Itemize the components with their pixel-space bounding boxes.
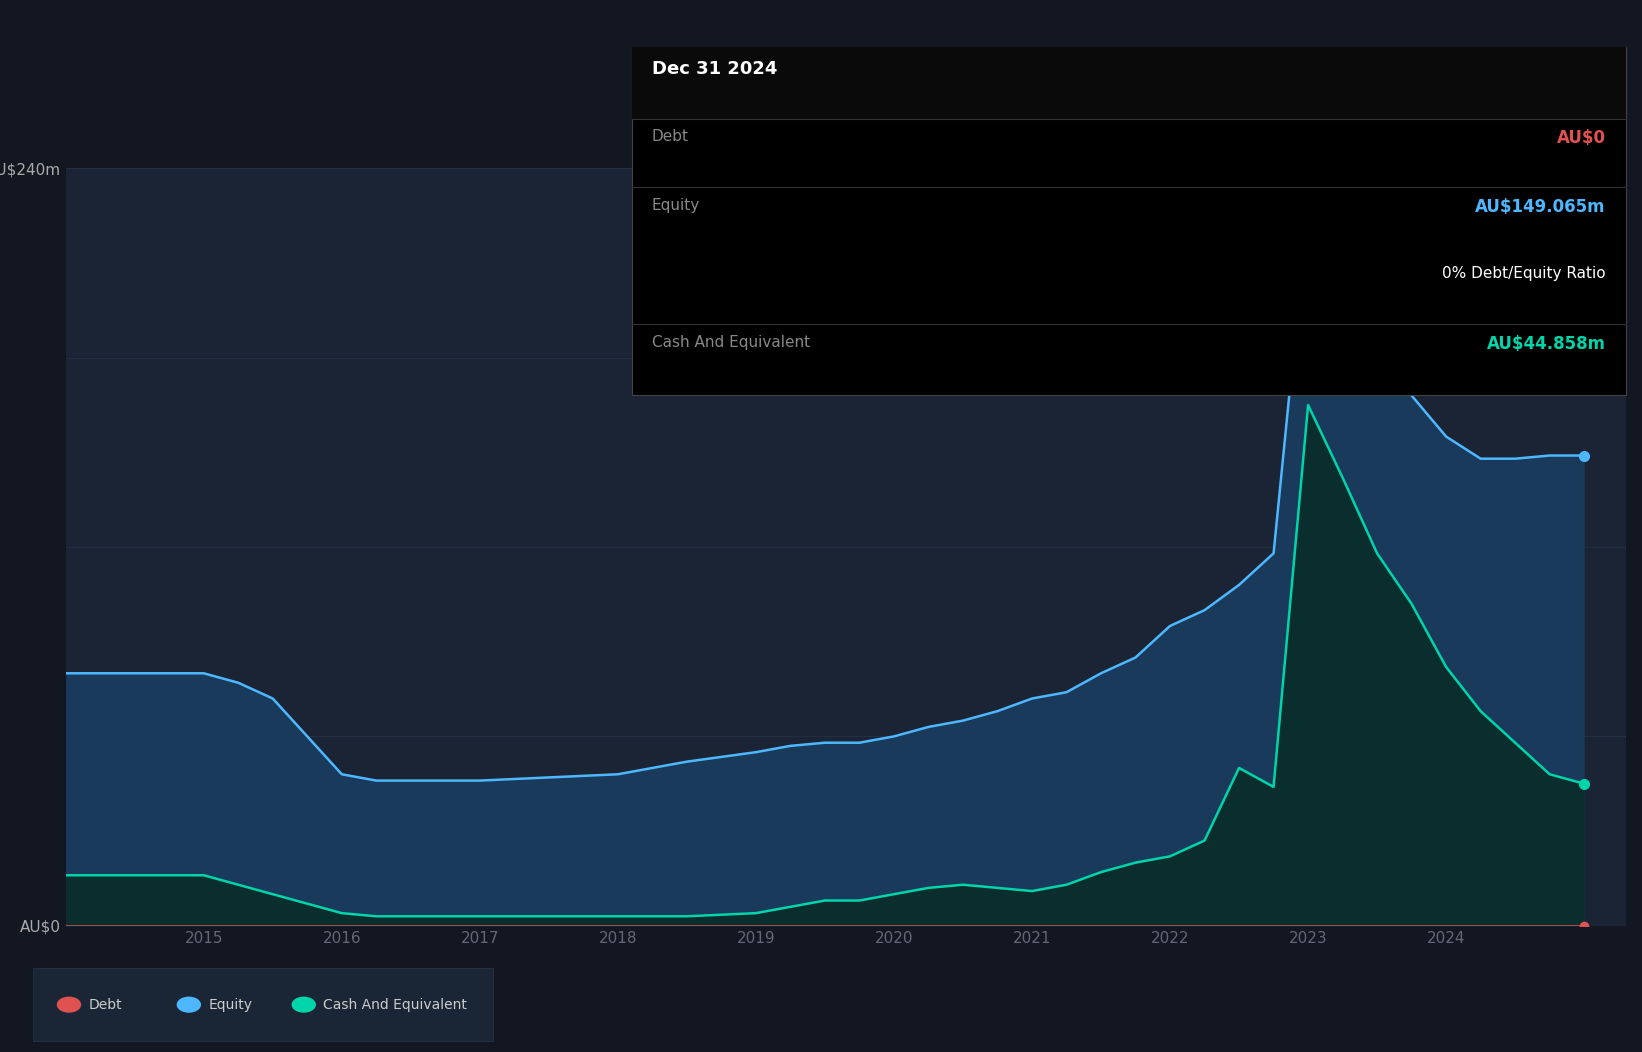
Text: Debt: Debt [652,129,690,144]
Text: 0% Debt/Equity Ratio: 0% Debt/Equity Ratio [1442,266,1606,281]
Text: AU$44.858m: AU$44.858m [1488,335,1606,352]
Text: Cash And Equivalent: Cash And Equivalent [652,335,810,349]
Text: Equity: Equity [652,198,699,213]
Text: Debt: Debt [89,997,122,1012]
Text: AU$149.065m: AU$149.065m [1476,198,1606,216]
Text: AU$0: AU$0 [1557,129,1606,147]
Text: Equity: Equity [209,997,253,1012]
Text: Dec 31 2024: Dec 31 2024 [652,60,777,78]
Text: Cash And Equivalent: Cash And Equivalent [323,997,468,1012]
